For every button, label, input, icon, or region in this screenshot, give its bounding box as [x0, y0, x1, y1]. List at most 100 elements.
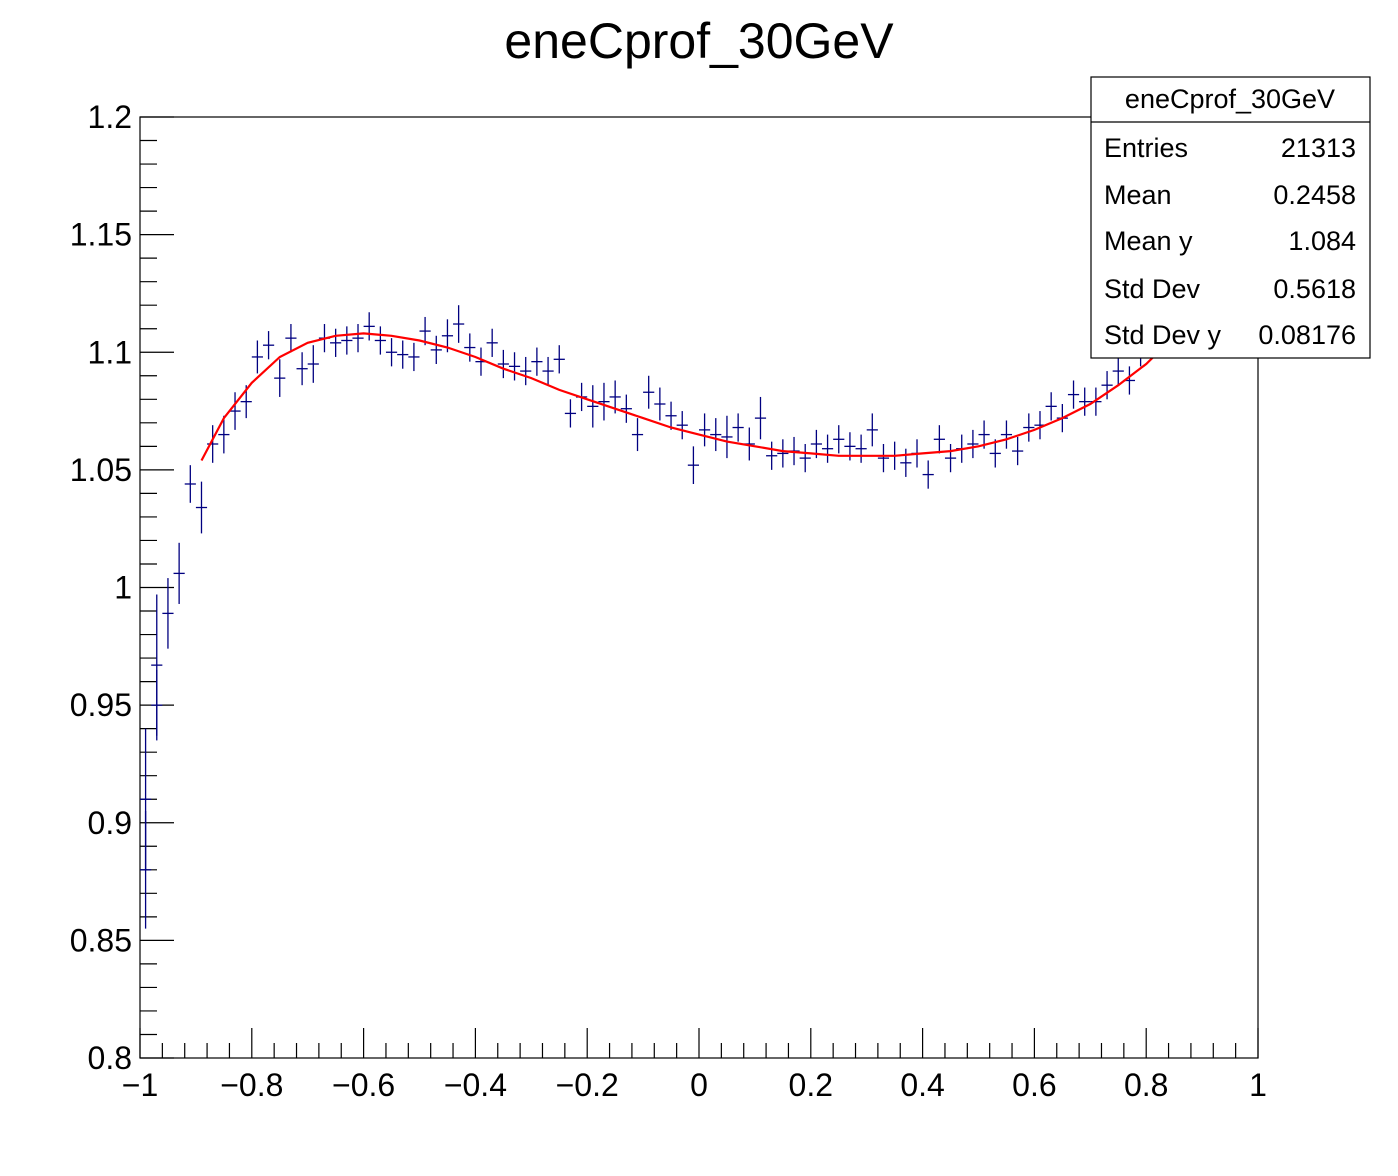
data-point: [1023, 413, 1035, 442]
data-point: [833, 425, 845, 454]
data-point: [374, 326, 386, 355]
data-point: [296, 352, 308, 386]
data-point: [564, 399, 577, 428]
data-point: [933, 425, 945, 454]
data-point: [598, 382, 610, 421]
data-point: [553, 345, 565, 374]
x-tick-label: 0.8: [1124, 1067, 1168, 1103]
data-point: [486, 328, 498, 357]
axes: −1 −0.8 −0.6 −0.4 −0.2 0 0.2 0.4 0.6 0.8 1 0.8 0.85 0…: [70, 99, 1267, 1103]
x-tick-label: −0.2: [556, 1067, 619, 1103]
data-point: [754, 396, 767, 440]
fit-curve: [200, 332, 1164, 462]
data-point: [866, 413, 878, 447]
stats-value: 0.5618: [1273, 274, 1356, 304]
x-tick-label: 0: [690, 1067, 708, 1103]
stats-label: Mean: [1104, 180, 1172, 210]
data-point: [363, 312, 375, 341]
data-point: [1012, 436, 1024, 466]
data-point: [1112, 356, 1124, 386]
x-tick-label: −1: [122, 1067, 158, 1103]
data-point: [631, 418, 644, 452]
data-point: [508, 352, 521, 381]
data-point: [777, 439, 789, 468]
data-point: [497, 349, 509, 379]
y-tick-label: 1.15: [70, 217, 132, 253]
data-point: [173, 542, 185, 604]
stats-rows: Entries 21313 Mean 0.2458 Mean y 1.084 Std Dev…: [1104, 133, 1356, 350]
profile-points: [140, 305, 1147, 929]
data-point: [408, 342, 420, 372]
data-point: [531, 347, 543, 376]
data-point: [352, 324, 364, 353]
data-point: [967, 429, 979, 459]
data-point: [274, 359, 286, 397]
data-point: [821, 434, 834, 463]
data-point: [710, 418, 722, 452]
data-point: [330, 328, 342, 357]
y-tick-label: 0.8: [88, 1040, 132, 1076]
data-point: [229, 392, 241, 430]
data-point: [1079, 387, 1091, 416]
data-point: [520, 356, 532, 386]
stats-label: Mean y: [1104, 226, 1193, 256]
data-point: [620, 394, 632, 423]
data-point: [989, 439, 1001, 468]
stats-value: 21313: [1281, 133, 1356, 163]
data-point: [922, 460, 934, 489]
data-point: [385, 338, 398, 367]
data-point: [162, 578, 174, 649]
y-tick-label: 0.95: [70, 687, 132, 723]
data-point: [721, 415, 733, 459]
x-tick-label: −0.8: [220, 1067, 283, 1103]
stats-value: 1.084: [1288, 226, 1356, 256]
data-point: [307, 345, 319, 383]
data-point: [419, 316, 431, 346]
x-tick-label: 1: [1249, 1067, 1267, 1103]
stats-box: eneCprof_30GeV Entries 21313 Mean 0.2458 Mea…: [1090, 76, 1371, 359]
data-point: [877, 443, 890, 473]
data-point: [251, 340, 263, 374]
data-point: [732, 413, 744, 442]
chart-title: eneCprof_30GeV: [504, 13, 894, 69]
data-point: [542, 356, 554, 386]
stats-frame: [1090, 76, 1371, 359]
y-tick-label: 0.85: [70, 922, 132, 958]
data-point: [184, 465, 196, 503]
x-tick-label: 0.6: [1012, 1067, 1056, 1103]
stats-title: eneCprof_30GeV: [1125, 84, 1335, 114]
data-point: [676, 411, 688, 440]
data-point: [262, 331, 275, 360]
stats-label: Entries: [1104, 133, 1188, 163]
data-point: [218, 415, 230, 454]
stats-label: Std Dev: [1104, 274, 1201, 304]
x-tick-label: −0.4: [444, 1067, 507, 1103]
y-tick-label: 1.05: [70, 452, 132, 488]
data-point: [855, 434, 867, 463]
data-point: [397, 340, 409, 369]
x-tick-label: −0.6: [332, 1067, 395, 1103]
data-point: [195, 481, 208, 534]
stats-value: 0.2458: [1273, 180, 1356, 210]
data-point: [285, 324, 297, 353]
y-tick-label: 1.1: [88, 334, 132, 370]
data-point: [140, 810, 152, 929]
data-point: [687, 446, 699, 484]
data-point: [341, 326, 353, 355]
stats-label: Std Dev y: [1104, 320, 1222, 350]
data-point: [151, 669, 163, 741]
y-tick-label: 1: [114, 570, 132, 606]
x-tick-label: 0.4: [900, 1067, 944, 1103]
x-tick-label: 0.2: [789, 1067, 833, 1103]
data-point: [430, 335, 442, 365]
data-point: [643, 375, 655, 409]
data-point: [587, 385, 599, 428]
data-point: [654, 387, 666, 421]
data-point: [766, 441, 778, 470]
data-point: [1045, 392, 1057, 421]
y-tick-label: 1.2: [88, 99, 132, 135]
data-point: [665, 401, 677, 430]
data-point: [464, 333, 476, 362]
data-point: [900, 448, 912, 477]
